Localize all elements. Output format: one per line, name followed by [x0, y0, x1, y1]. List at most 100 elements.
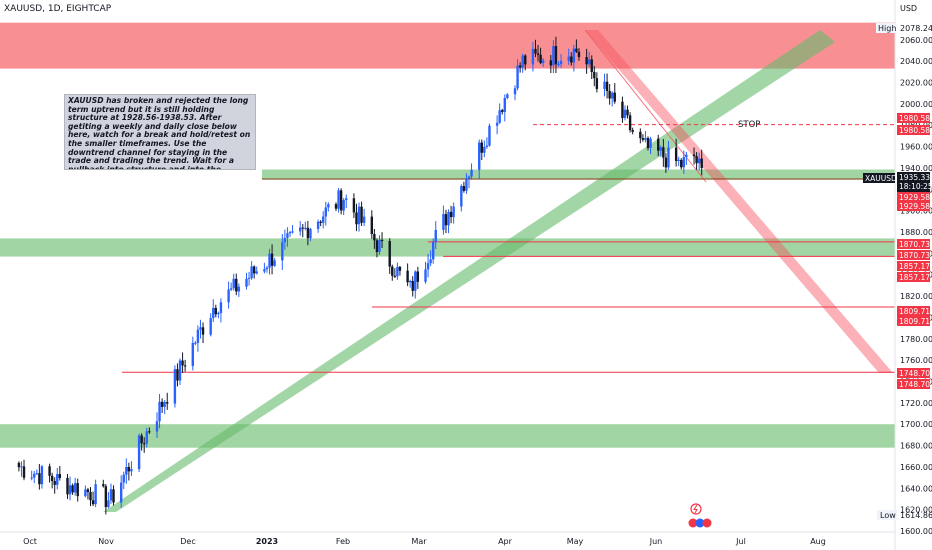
candle-body	[73, 483, 77, 493]
candle-body	[536, 53, 540, 55]
candle-body	[414, 271, 417, 291]
price-tick-label: 1940.00	[900, 164, 932, 173]
candle-body	[319, 221, 322, 223]
levels-layer	[122, 124, 895, 373]
candle-body	[695, 156, 698, 164]
price-tag	[897, 201, 930, 211]
time-axis[interactable]: Oct Nov Dec 2023 Feb Mar Apr May Jun Jul Aug	[23, 537, 826, 546]
price-tag-label: 1809.71	[899, 317, 930, 326]
candle-body	[163, 402, 166, 407]
candle-body	[122, 474, 125, 483]
candle-body	[378, 239, 381, 253]
candle-body	[199, 327, 202, 330]
lightning-icon[interactable]	[690, 503, 702, 515]
candle-body	[516, 65, 519, 89]
event-icons	[688, 503, 712, 528]
candle-body	[176, 369, 179, 381]
low-label: Low	[880, 511, 896, 520]
candle-body	[406, 270, 409, 283]
price-tag-label: 1980.58	[899, 126, 930, 135]
demand-zone	[0, 238, 895, 257]
supply-zone	[0, 22, 895, 69]
candle-body	[35, 473, 39, 475]
candle-body	[119, 482, 123, 503]
candle-body	[30, 477, 33, 479]
candle-body	[424, 269, 427, 282]
candle-body	[631, 130, 634, 132]
candle-body	[232, 278, 235, 289]
candle-body	[181, 360, 184, 366]
time-tick-label: May	[567, 537, 584, 546]
symbol-title[interactable]: XAUUSD, 1D, EIGHTCAP	[4, 4, 112, 14]
time-tick-label: Mar	[411, 537, 427, 546]
candle-body	[662, 147, 665, 158]
candle-body	[214, 307, 218, 315]
candle-body	[567, 56, 570, 61]
us-flag-icon[interactable]	[702, 518, 712, 528]
price-tag-label: 1748.70	[899, 380, 930, 389]
candle-body	[700, 158, 703, 169]
candle-body	[107, 500, 110, 508]
demand-zone	[0, 424, 895, 448]
candle-body	[352, 198, 356, 213]
candle-body	[252, 266, 256, 274]
us-flag-icon[interactable]	[688, 518, 698, 528]
candle-body	[577, 51, 581, 58]
candle-body	[40, 466, 44, 485]
candle-body	[94, 484, 97, 505]
candle-body	[518, 65, 522, 68]
candle-body	[559, 60, 563, 65]
candle-body	[557, 64, 560, 66]
candle-body	[416, 271, 420, 282]
price-tick-label: 1760.00	[900, 356, 932, 365]
price-axis[interactable]: 1600.00 1620.00 1640.00 1660.00 1680.00 1700.…	[900, 36, 932, 536]
candle-body	[178, 360, 182, 381]
candle-body	[585, 57, 588, 65]
candle-body	[664, 157, 668, 168]
candle-body	[148, 431, 151, 433]
candle-body	[674, 147, 678, 161]
price-tag-label: 1929.58	[899, 193, 930, 202]
candle-body	[183, 365, 187, 367]
price-tag-label: 1980.58	[899, 114, 930, 123]
candle-body	[501, 110, 504, 112]
candle-body	[263, 269, 266, 272]
candle-body	[270, 253, 274, 266]
last-price-badge	[897, 172, 930, 192]
candle-body	[452, 206, 455, 218]
price-tag	[897, 379, 930, 389]
price-tag-label: 1870.73	[899, 251, 930, 260]
candle-body	[478, 142, 481, 170]
candle-body	[125, 466, 128, 475]
candle-body	[68, 485, 72, 495]
candle-body	[659, 147, 662, 151]
candle-body	[613, 92, 616, 102]
candle-body	[411, 280, 414, 291]
candle-body	[398, 266, 402, 271]
analysis-note: XAUUSD has broken and rejected the long …	[64, 94, 256, 170]
candle-body	[373, 233, 376, 241]
candle-body	[575, 48, 578, 52]
candle-body	[301, 227, 304, 229]
candle-body	[483, 146, 486, 153]
candle-body	[281, 242, 284, 261]
candle-body	[48, 466, 51, 476]
candle-body	[86, 489, 90, 493]
last-price-symbol: XAUUSD	[865, 174, 897, 183]
candle-body	[283, 237, 287, 243]
candle-body	[605, 81, 609, 91]
price-tick-label: 1640.00	[900, 484, 932, 493]
candle-body	[91, 500, 95, 505]
price-tick-label: 1720.00	[900, 399, 932, 408]
candle-body	[130, 469, 133, 472]
candle-body	[524, 55, 527, 65]
time-tick-label: 2023	[256, 537, 278, 546]
candle-body	[89, 492, 92, 501]
candle-body	[467, 176, 471, 179]
candle-body	[541, 60, 545, 64]
us-flag-icon[interactable]	[695, 518, 705, 528]
candle-body	[626, 109, 629, 116]
stop-label: STOP	[738, 120, 760, 130]
candle-body	[444, 214, 448, 226]
